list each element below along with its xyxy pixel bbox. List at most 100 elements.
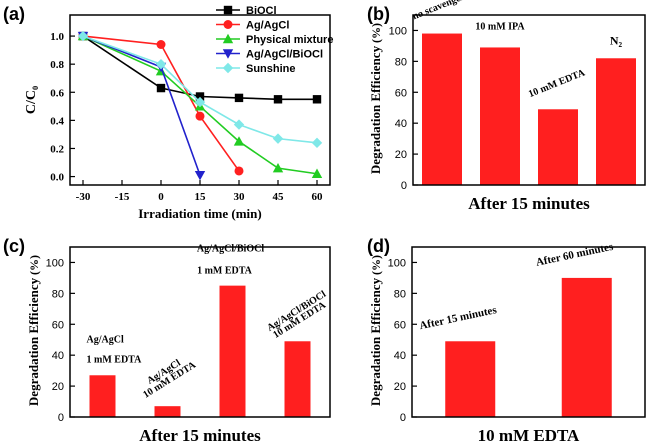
- bar: [89, 375, 116, 417]
- bar-label: After 15 minutes: [418, 304, 498, 332]
- bar-label: Ag/AgCl: [87, 334, 124, 345]
- y-tick-label: 40: [394, 350, 406, 362]
- y-axis-unit: (%): [369, 255, 383, 275]
- y-axis-unit: (%): [27, 255, 41, 275]
- bar-label: 1 mM EDTA: [197, 266, 253, 277]
- bar: [219, 285, 246, 417]
- x-tick-label: 30: [234, 191, 246, 203]
- bar: [284, 341, 311, 417]
- x-tick-label: 60: [312, 191, 324, 203]
- x-tick-label: 0: [158, 191, 164, 203]
- bar-label: Ag/AgCl/BiOCl: [197, 244, 264, 255]
- panel-b: (b) 0 20 40 60 80 100 Degradation Efficiency (%)…: [367, 0, 636, 213]
- y-axis-label: Degradation Efficiency: [368, 45, 383, 174]
- data-point: [272, 162, 284, 173]
- data-point: [222, 49, 234, 59]
- y-tick-label: 20: [52, 381, 64, 393]
- bar: [561, 277, 612, 417]
- plot-frame-c: [69, 246, 331, 418]
- data-point: [233, 119, 245, 130]
- y-tick-label: 80: [52, 288, 64, 300]
- x-axis-label: Irradiation time (min): [138, 206, 261, 221]
- y-tick-label: 60: [52, 319, 64, 331]
- y-tick-label: 80: [394, 288, 406, 300]
- panel-a: (a) -30 -15 0 15 30 45 60 0.0 0.2 0.4 0.6 0.8 1.0 Irra…: [3, 4, 333, 221]
- plot-frame-d: [411, 246, 646, 418]
- y-tick-label: 0: [400, 412, 406, 424]
- bar: [596, 58, 636, 185]
- data-point: [156, 40, 166, 50]
- y-tick-label: 100: [388, 257, 406, 269]
- data-point: [223, 20, 233, 29]
- y-tick-label: 0.2: [50, 143, 64, 155]
- y-tick-label: 0.8: [50, 59, 64, 71]
- y-tick-label: 60: [395, 87, 407, 99]
- x-tick-label: 45: [273, 191, 285, 203]
- bar-label: N₂: [610, 33, 623, 47]
- panel-c: (c) 0 20 40 60 80 100 Degradation Efficiency (%)…: [3, 236, 328, 445]
- x-tick-label: -15: [115, 191, 130, 203]
- data-point: [194, 96, 206, 108]
- panel-label-d: (d): [367, 236, 390, 256]
- data-point: [233, 136, 245, 146]
- data-point: [195, 111, 205, 121]
- y-tick-label: 60: [394, 319, 406, 331]
- chart-title: After 15 minutes: [139, 426, 261, 445]
- panel-d: (d) 0 20 40 60 80 100 Degradation Efficiency (%)…: [367, 236, 615, 445]
- data-point: [234, 166, 244, 176]
- plot-frame-b: [412, 14, 646, 186]
- data-point: [156, 83, 166, 93]
- data-point: [311, 168, 323, 178]
- bar: [154, 406, 181, 417]
- legend-label: Physical mixture: [246, 34, 333, 46]
- panel-label-c: (c): [3, 236, 25, 256]
- y-tick-label: 0.4: [50, 115, 64, 127]
- y-tick-label: 20: [394, 381, 406, 393]
- series-line: [82, 35, 317, 101]
- data-point: [273, 95, 283, 104]
- data-point: [77, 30, 89, 42]
- bar: [480, 47, 520, 185]
- bar: [422, 33, 462, 185]
- bar: [538, 109, 578, 185]
- bar-label: 10 mM EDTA: [527, 67, 587, 100]
- data-point: [312, 95, 322, 104]
- panel-label-a: (a): [3, 4, 25, 24]
- series-line: [82, 35, 240, 172]
- bar-label: 1 mM EDTA: [87, 354, 143, 365]
- y-tick-label: 40: [395, 118, 407, 130]
- y-axis-label: C/C₀: [24, 86, 39, 114]
- data-point: [222, 62, 234, 74]
- plot-frame-a: [69, 14, 331, 186]
- y-tick-label: 0.6: [50, 87, 64, 99]
- bar: [445, 341, 496, 417]
- y-axis-label: Degradation Efficiency: [26, 277, 41, 406]
- y-tick-label: 0: [401, 180, 407, 192]
- y-tick-label: 100: [46, 257, 64, 269]
- y-tick-label: 0: [58, 412, 64, 424]
- y-tick-label: 100: [389, 25, 407, 37]
- legend-label: Ag/AgCl/BiOCl: [246, 49, 323, 61]
- data-point: [194, 170, 206, 181]
- x-tick-label: 15: [195, 191, 207, 203]
- panel-label-b: (b): [367, 4, 390, 24]
- legend-label: BiOCl: [246, 5, 277, 17]
- series-line: [82, 35, 318, 144]
- y-axis-unit: (%): [369, 23, 383, 43]
- data-point: [222, 33, 234, 44]
- data-point: [311, 137, 323, 149]
- y-tick-label: 20: [395, 149, 407, 161]
- y-axis-label: Degradation Efficiency: [368, 277, 383, 406]
- data-point: [155, 58, 167, 70]
- y-tick-label: 80: [395, 56, 407, 68]
- data-point: [272, 133, 284, 144]
- legend-label: Ag/AgCl: [246, 20, 289, 32]
- y-tick-label: 1.0: [50, 31, 64, 43]
- data-point: [223, 5, 233, 15]
- y-tick-label: 40: [52, 350, 64, 362]
- chart-title: 10 mM EDTA: [478, 426, 580, 445]
- bar-label: After 60 minutes: [535, 241, 615, 269]
- x-tick-label: -30: [76, 191, 91, 203]
- chart-title: After 15 minutes: [468, 194, 590, 213]
